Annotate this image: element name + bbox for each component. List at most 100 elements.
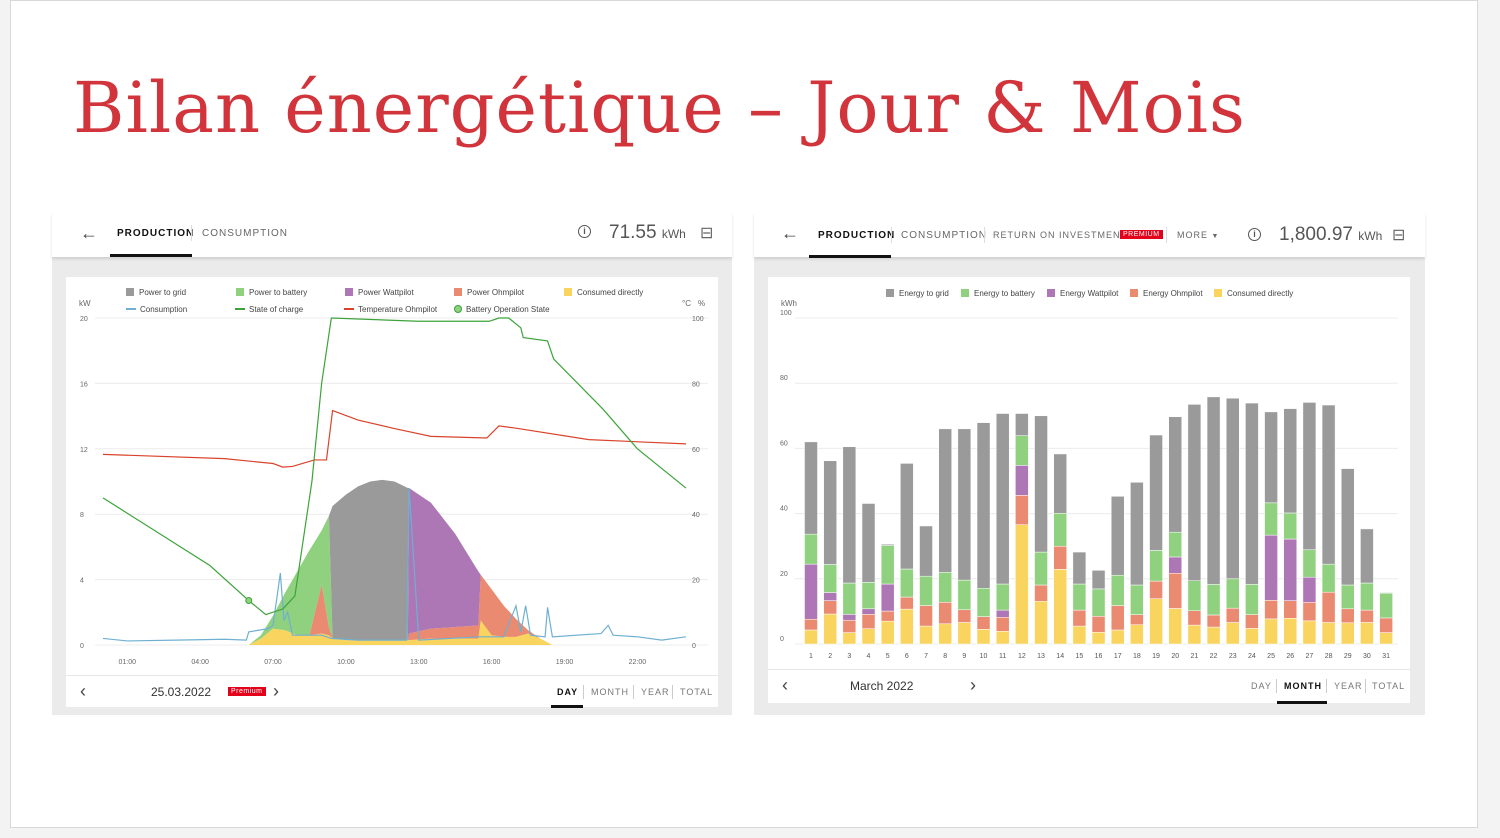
- bar-consumed: [1283, 617, 1297, 645]
- period-total[interactable]: TOTAL: [1372, 681, 1406, 691]
- active-tab-indicator: [110, 254, 192, 257]
- chevron-right-icon[interactable]: ›: [970, 675, 976, 695]
- x-tick-label: 22: [1210, 653, 1218, 660]
- bar-ohmpilot: [957, 609, 972, 623]
- bar-wattpilot: [842, 614, 857, 621]
- legend-label: Consumed directly: [1227, 289, 1294, 298]
- legend-energy-wattpilot[interactable]: Energy Wattpilot: [1047, 289, 1118, 298]
- bar-grid: [1206, 396, 1221, 585]
- legend-state-of-charge[interactable]: State of charge: [235, 305, 303, 314]
- bar-ohmpilot: [1034, 584, 1048, 602]
- bar-wattpilot: [1015, 465, 1029, 496]
- tab-production[interactable]: PRODUCTION: [117, 228, 195, 239]
- bar-battery: [861, 582, 876, 610]
- bar-grid: [1072, 551, 1087, 585]
- arrow-left-icon[interactable]: ←: [781, 223, 799, 243]
- legend-label: Energy to battery: [974, 289, 1035, 298]
- tab-consumption[interactable]: CONSUMPTION: [202, 228, 288, 239]
- area-grid: [248, 479, 553, 645]
- legend-consumed-directly[interactable]: Consumed directly: [564, 288, 643, 297]
- info-icon[interactable]: i: [578, 225, 591, 238]
- y-tick-label: 0: [80, 643, 84, 650]
- legend-energy-ohmpilot[interactable]: Energy Ohmpilot: [1130, 289, 1203, 298]
- legend-battery-operation-state[interactable]: Battery Operation State: [454, 305, 550, 314]
- bar-ohmpilot: [1168, 573, 1182, 609]
- total-unit: kWh: [661, 227, 686, 241]
- chevron-right-icon[interactable]: ›: [273, 681, 279, 701]
- tab-return-on-investment[interactable]: RETURN ON INVESTMENT: [993, 230, 1128, 240]
- x-tick-label: 10:00: [337, 659, 355, 666]
- info-icon[interactable]: i: [1248, 228, 1261, 241]
- bar-grid: [861, 503, 876, 583]
- legend-label: Battery Operation State: [466, 305, 550, 314]
- legend-label: Energy to grid: [899, 289, 949, 298]
- battery-operation-state-marker: [245, 597, 253, 605]
- legend-power-to-battery[interactable]: Power to battery: [236, 288, 307, 297]
- legend-energy-to-grid[interactable]: Energy to grid: [886, 289, 949, 298]
- bar-battery: [1053, 513, 1067, 547]
- bar-grid: [1053, 453, 1067, 514]
- legend-line: [235, 308, 245, 310]
- collapse-icon[interactable]: ⊟: [700, 225, 714, 242]
- bar-battery: [880, 545, 895, 585]
- bar-ohmpilot: [1091, 616, 1106, 633]
- bar-consumed: [1053, 569, 1067, 645]
- legend-power-wattpilot[interactable]: Power Wattpilot: [345, 288, 414, 297]
- period-year[interactable]: YEAR: [641, 687, 670, 697]
- x-tick-label: 10: [980, 653, 988, 660]
- legend-consumption[interactable]: Consumption: [126, 305, 187, 314]
- active-period-indicator: [1277, 701, 1327, 704]
- legend-consumed-directly[interactable]: Consumed directly: [1214, 289, 1293, 298]
- period-divider: [633, 685, 634, 699]
- arrow-left-icon[interactable]: ←: [80, 223, 98, 243]
- chevron-left-icon[interactable]: ‹: [782, 675, 788, 695]
- y-tick-label: 80: [780, 375, 788, 382]
- legend-label: Power to battery: [249, 288, 308, 297]
- legend-swatch: [961, 289, 969, 297]
- x-tick-label: 11: [999, 653, 1006, 660]
- bar-battery: [1091, 588, 1106, 617]
- bar-ohmpilot: [919, 605, 933, 627]
- bar-battery: [842, 582, 857, 615]
- bar-ohmpilot: [861, 614, 876, 629]
- x-tick-label: 8: [943, 653, 947, 660]
- y-tick-label: 4: [80, 578, 84, 585]
- bar-consumed: [900, 608, 914, 645]
- bar-grid: [1091, 570, 1106, 590]
- x-tick-label: 15: [1075, 653, 1083, 660]
- period-day[interactable]: DAY: [557, 687, 579, 697]
- tab-consumption[interactable]: CONSUMPTION: [901, 230, 987, 241]
- tab-more[interactable]: MORE ▼: [1177, 230, 1219, 240]
- bar-battery: [1110, 574, 1125, 606]
- period-day[interactable]: DAY: [1251, 681, 1272, 691]
- bar-grid: [1168, 416, 1182, 533]
- legend-energy-to-battery[interactable]: Energy to battery: [961, 289, 1035, 298]
- period-month[interactable]: MONTH: [591, 687, 629, 697]
- chevron-left-icon[interactable]: ‹: [80, 681, 86, 701]
- legend-temperature-ohmpilot[interactable]: Temperature Ohmpilot: [344, 305, 437, 314]
- bar-grid: [976, 422, 991, 589]
- bar-ohmpilot: [1321, 591, 1336, 623]
- period-total[interactable]: TOTAL: [680, 687, 714, 697]
- period-year[interactable]: YEAR: [1334, 681, 1363, 691]
- caret-down-icon: ▼: [1211, 233, 1220, 240]
- bar-battery: [1015, 435, 1029, 466]
- bar-battery: [995, 583, 1010, 611]
- tab-production[interactable]: PRODUCTION: [818, 230, 896, 241]
- x-tick-label: 19: [1152, 653, 1160, 660]
- day-chart: 0 4 8 12 16 20 0 20 40 60 80 100 01:00 04:00 07:00 10:0…: [80, 316, 708, 666]
- y2-tick-label: 0: [692, 643, 696, 650]
- bar-grid: [1379, 592, 1393, 594]
- total-unit: kWh: [1358, 229, 1383, 243]
- collapse-icon[interactable]: ⊟: [1392, 227, 1406, 244]
- bar-wattpilot: [1168, 556, 1182, 574]
- bar-battery: [1149, 550, 1163, 582]
- legend-power-to-grid[interactable]: Power to grid: [126, 288, 186, 297]
- legend-swatch: [1130, 289, 1138, 297]
- period-month[interactable]: MONTH: [1284, 681, 1322, 691]
- bar-consumed: [1149, 598, 1163, 645]
- bar-grid: [995, 413, 1010, 585]
- bar-consumed: [976, 629, 991, 645]
- legend-power-ohmpilot[interactable]: Power Ohmpilot: [454, 288, 524, 297]
- total-value: 1,800.97: [1279, 224, 1353, 245]
